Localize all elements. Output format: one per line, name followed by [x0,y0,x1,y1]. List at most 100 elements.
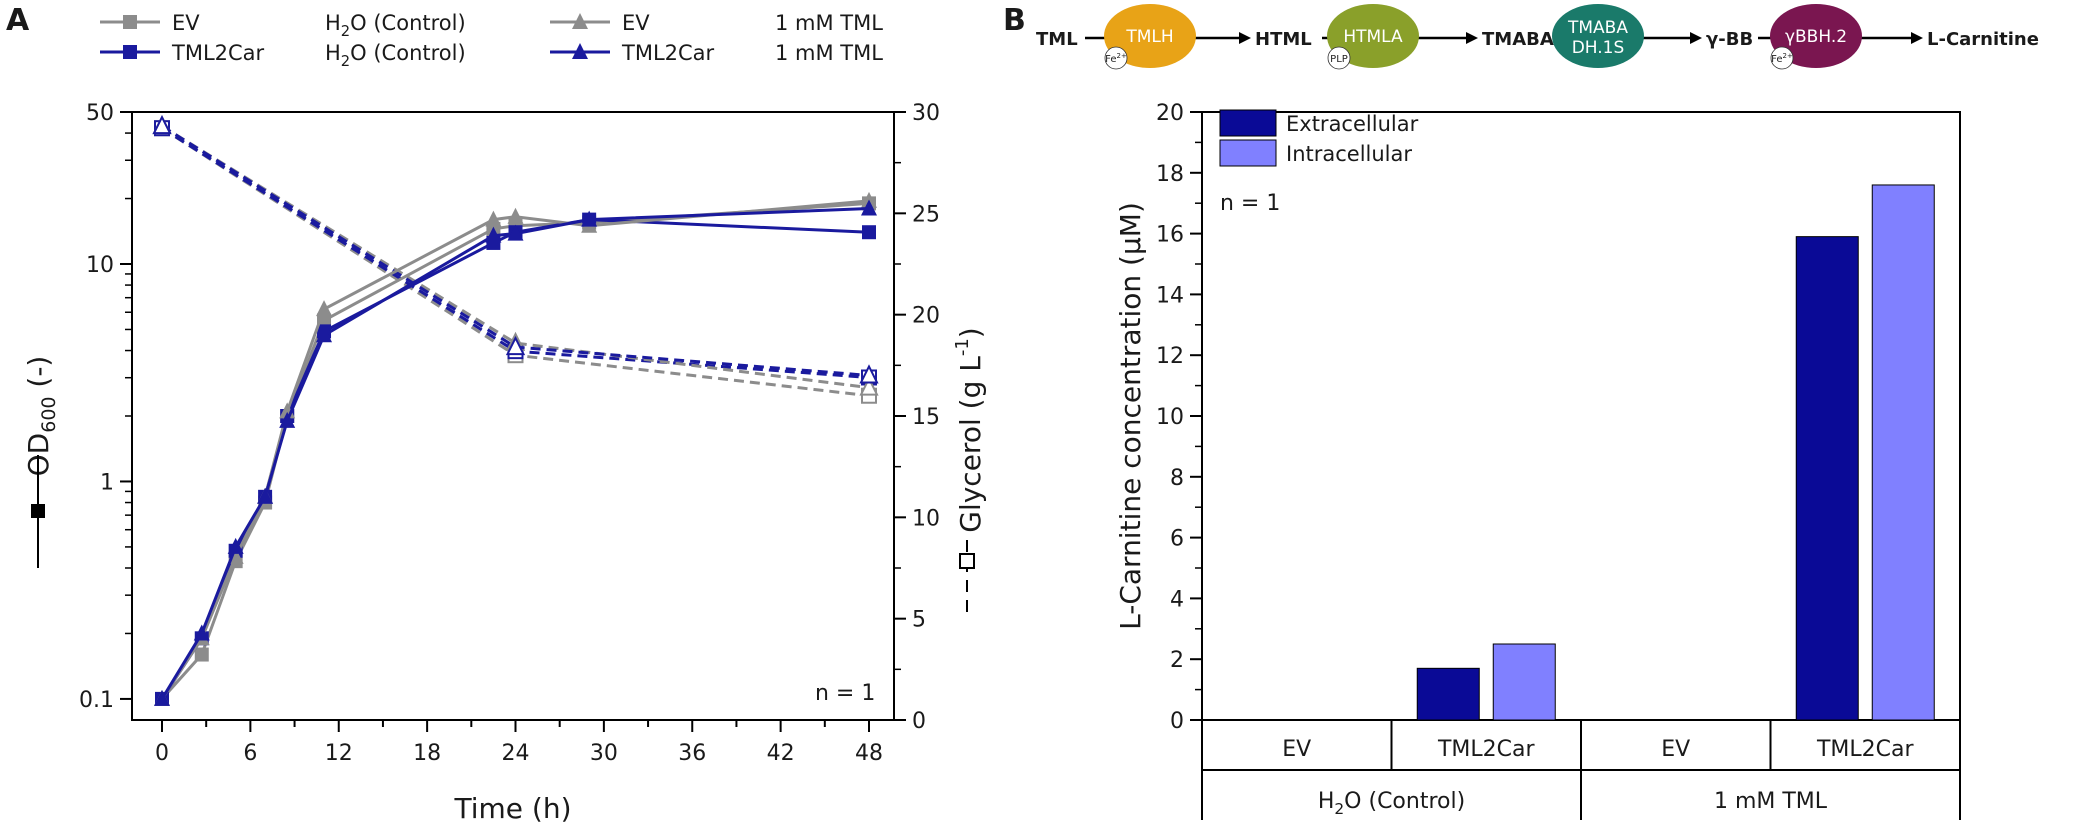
pathway-metabolite: TML [1036,29,1078,50]
panel-a-legend: EV H2O (Control) TML2Car H2O (Control) EV 1 m… [100,11,883,70]
arrow-head-icon [1239,32,1251,44]
x-tick-label: 48 [855,741,883,766]
data-point-triangle [316,300,333,317]
panel-a-x-axis: 0 6 12 18 24 30 36 42 48 [155,720,883,766]
data-point-triangle [572,13,588,29]
arrow-head-icon [1690,32,1702,44]
panel-b-label: B [1003,3,1026,38]
legend-condition: H2O (Control) [325,11,466,40]
legend-entry: EV H2O (Control) [100,11,466,40]
pathway-metabolite: HTML [1255,29,1312,50]
data-point-triangle [257,487,274,504]
pathway-metabolite: L-Carnitine [1927,29,2039,50]
y-tick-label: 0 [1170,709,1184,734]
data-point-square [123,15,137,29]
pathway-metabolite: TMABA [1482,29,1554,50]
y-tick-label: 12 [1156,344,1184,369]
y-tick-label: 10 [1156,405,1184,430]
series-line [160,206,870,700]
enzyme-label: TMLH [1125,27,1173,47]
series-ev-1-mm-tml-od600 [154,191,877,706]
data-point-triangle [279,411,296,428]
data-point-triangle [154,689,170,706]
panel-b-bars [1416,184,1935,721]
panel-a-y-axis: 0.1 1 10 50 [79,101,132,713]
category-label: EV [1661,737,1690,762]
y-tick-label: 4 [1170,587,1184,612]
y-tick-label: 0.1 [79,688,114,713]
enzyme-label: DH.1S [1572,38,1625,58]
od600-title-square [31,504,45,518]
bar-intracellular [1492,643,1556,721]
y2-tick-label: 25 [912,202,940,227]
panel-b-bar-chart: 0 2 4 6 8 10 12 14 16 18 20 EV TML2Car EV TML2Car H2O … [1114,101,1961,820]
panel-a-label: A [6,3,30,38]
series-tml2car-1-mm-tml-od600 [154,199,877,706]
enzyme-label: TMABA [1567,18,1628,38]
category-label: TML2Car [1816,737,1915,762]
series-ev-h2o-control-od600 [155,196,876,706]
group-label: 1 mM TML [1714,789,1828,814]
data-point-triangle [507,207,524,224]
y2-tick-label: 5 [912,608,926,633]
data-point-triangle [316,326,333,343]
x-tick-label: 0 [155,741,169,766]
cofactor-badge [1104,46,1128,70]
y-tick-label: 20 [1156,101,1184,126]
legend-strain: EV [172,11,200,35]
series-ev-h2o-control-glycerol [154,120,877,404]
series-line [160,201,870,700]
legend-strain: TML2Car [171,41,265,65]
category-label: TML2Car [1437,737,1536,762]
data-point-triangle [227,537,244,554]
glycerol-title-text: Glycerol (g L-1) [952,327,987,532]
data-point-triangle [485,226,502,243]
y-tick-label: 14 [1156,283,1184,308]
y-tick-label: 10 [86,253,114,278]
data-point-open-triangle [505,335,526,356]
enzyme-ellipse [1770,4,1862,68]
panel-a-y2-title: Glycerol (g L-1) [952,327,987,532]
cofactor-badge [1770,46,1794,70]
panel-a-series [152,114,879,706]
panel-a-annotation: n = 1 [815,681,875,706]
y-tick-label: 6 [1170,527,1184,552]
cofactor-badge [1327,46,1351,70]
y2-tick-label: 15 [912,405,940,430]
bar-extracellular [1416,667,1480,721]
y2-tick-label: 10 [912,506,940,531]
bar-extracellular [1795,236,1859,721]
legend-condition: 1 mM TML [775,11,883,35]
panel-a-y-title: OD600 (-) [22,356,60,477]
data-point-square [123,45,137,59]
legend-condition: H2O (Control) [325,41,466,70]
y-tick-label: 16 [1156,223,1184,248]
legend-label: Intracellular [1286,142,1412,166]
y-tick-label: 18 [1156,162,1184,187]
data-point-triangle [572,43,588,59]
group-label: H2O (Control) [1318,789,1465,818]
series-line [160,218,870,700]
x-tick-label: 18 [413,741,441,766]
data-point-triangle [485,210,502,227]
legend-strain: TML2Car [621,41,715,65]
legend-label: Extracellular [1286,112,1419,136]
panel-b-y-title: L-Carnitine concentration (µM) [1114,202,1147,630]
y2-tick-label: 20 [912,304,940,329]
series-tml2car-h2o-control-od600 [155,212,876,706]
series-line [160,199,870,700]
panel-a-plot-frame [131,111,895,721]
legend-swatch [1219,109,1277,137]
data-point-open-triangle [152,114,172,135]
enzyme-label: γBBH.2 [1785,27,1847,47]
x-tick-label: 12 [325,741,353,766]
y-tick-label: 2 [1170,648,1184,673]
panel-b-annotation: n = 1 [1220,191,1280,216]
data-point-square [194,647,209,662]
data-point-triangle [507,224,524,241]
x-tick-label: 36 [678,741,706,766]
data-point-open-triangle [859,364,879,384]
x-tick-label: 42 [767,741,795,766]
legend-condition: 1 mM TML [775,41,883,65]
